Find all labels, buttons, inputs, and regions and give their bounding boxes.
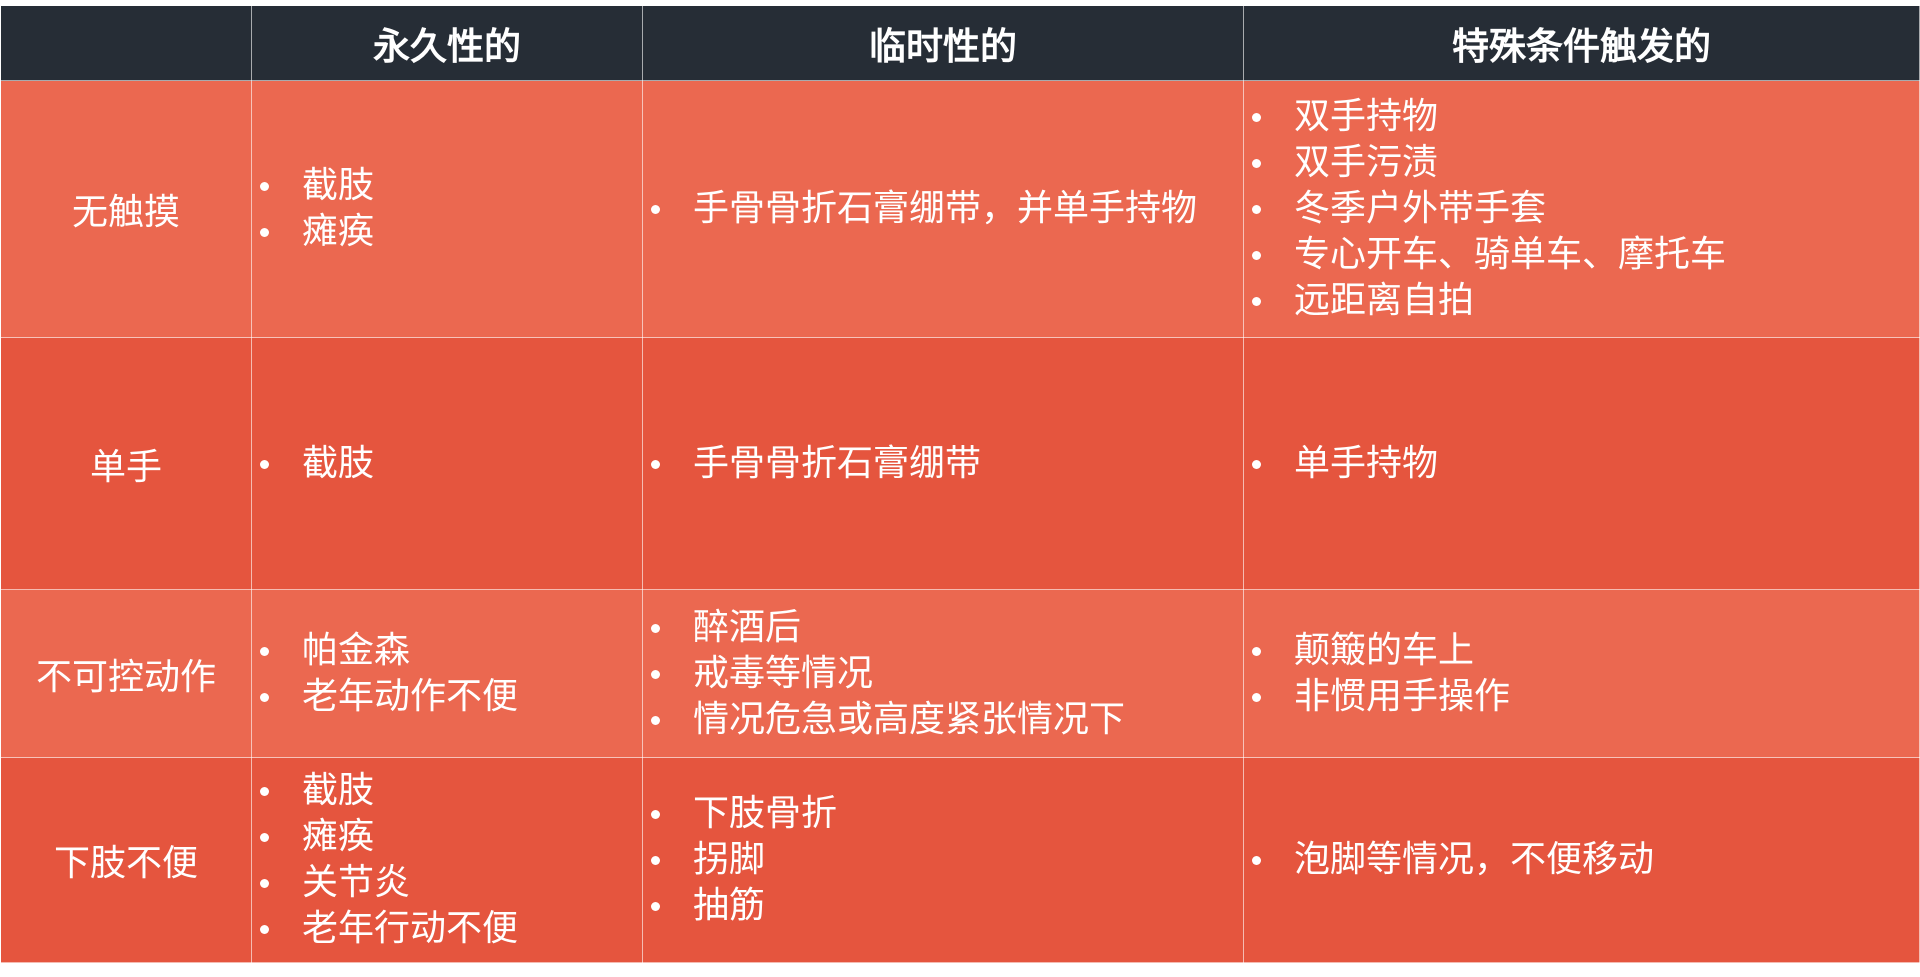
list-item: 抽筋 bbox=[651, 883, 1243, 929]
list-item: 双手污渍 bbox=[1252, 140, 1919, 186]
cell-permanent: 帕金森 老年动作不便 bbox=[251, 589, 643, 758]
cell-situational: 双手持物 双手污渍 冬季户外带手套 专心开车、骑单车、摩托车 远距离自拍 bbox=[1243, 80, 1920, 338]
row-label: 无触摸 bbox=[0, 80, 252, 338]
list-item: 手骨骨折石膏绷带 bbox=[651, 441, 1243, 487]
bullet-list: 双手持物 双手污渍 冬季户外带手套 专心开车、骑单车、摩托车 远距离自拍 bbox=[1244, 94, 1919, 324]
list-item: 双手持物 bbox=[1252, 94, 1919, 140]
cell-situational: 单手持物 bbox=[1243, 337, 1920, 590]
table-row: 不可控动作 帕金森 老年动作不便 醉酒后 戒毒等情况 情况危急或高度紧张情况下 颠簸的车上非… bbox=[0, 589, 1920, 758]
list-item: 老年动作不便 bbox=[260, 674, 642, 720]
bullet-list: 下肢骨折 拐脚 抽筋 bbox=[643, 791, 1243, 929]
bullet-list: 手骨骨折石膏绷带，并单手持物 bbox=[643, 186, 1243, 232]
bullet-list: 泡脚等情况，不便移动 bbox=[1244, 837, 1919, 883]
bullet-list: 单手持物 bbox=[1244, 441, 1919, 487]
header-row: 永久性的 临时性的 特殊条件触发的 bbox=[0, 5, 1920, 81]
list-item: 戒毒等情况 bbox=[651, 651, 1243, 697]
list-item: 手骨骨折石膏绷带，并单手持物 bbox=[651, 186, 1243, 232]
header-situational: 特殊条件触发的 bbox=[1243, 5, 1920, 81]
list-item: 情况危急或高度紧张情况下 bbox=[651, 697, 1243, 743]
bullet-list: 截肢 瘫痪 关节炎 老年行动不便 bbox=[252, 768, 642, 952]
row-label: 下肢不便 bbox=[0, 757, 252, 963]
list-item: 截肢 bbox=[260, 163, 642, 209]
list-item: 拐脚 bbox=[651, 837, 1243, 883]
cell-temporary: 下肢骨折 拐脚 抽筋 bbox=[642, 757, 1244, 963]
row-label: 单手 bbox=[0, 337, 252, 590]
list-item: 截肢 bbox=[260, 768, 642, 814]
table-row: 无触摸 截肢 瘫痪 手骨骨折石膏绷带，并单手持物 双手持物 双手污渍 冬季户外带手套 专心开车… bbox=[0, 80, 1920, 338]
bullet-list: 帕金森 老年动作不便 bbox=[252, 628, 642, 720]
row-label: 不可控动作 bbox=[0, 589, 252, 758]
cell-permanent: 截肢 瘫痪 bbox=[251, 80, 643, 338]
list-item: 醉酒后 bbox=[651, 605, 1243, 651]
bullet-list: 手骨骨折石膏绷带 bbox=[643, 441, 1243, 487]
list-item: 远距离自拍 bbox=[1252, 278, 1919, 324]
cell-permanent: 截肢 瘫痪 关节炎 老年行动不便 bbox=[251, 757, 643, 963]
header-temporary: 临时性的 bbox=[642, 5, 1244, 81]
list-item: 帕金森 bbox=[260, 628, 642, 674]
cell-temporary: 手骨骨折石膏绷带 bbox=[642, 337, 1244, 590]
list-item: 单手持物 bbox=[1252, 441, 1919, 487]
list-item: 截肢 bbox=[260, 441, 642, 487]
bullet-list: 醉酒后 戒毒等情况 情况危急或高度紧张情况下 bbox=[643, 605, 1243, 743]
cell-situational: 颠簸的车上 非惯用手操作 bbox=[1243, 589, 1920, 758]
list-item: 非惯用手操作 bbox=[1252, 674, 1919, 720]
list-item: 关节炎 bbox=[260, 860, 642, 906]
cell-permanent: 截肢 bbox=[251, 337, 643, 590]
bullet-list: 截肢 bbox=[252, 441, 642, 487]
list-item: 老年行动不便 bbox=[260, 906, 642, 952]
list-item: 瘫痪 bbox=[260, 814, 642, 860]
list-item: 下肢骨折 bbox=[651, 791, 1243, 837]
list-item: 瘫痪 bbox=[260, 209, 642, 255]
disability-matrix-table: 永久性的 临时性的 特殊条件触发的 无触摸 截肢 瘫痪 手骨骨折石膏绷带，并单手持物双… bbox=[0, 5, 1920, 963]
list-item: 冬季户外带手套 bbox=[1252, 186, 1919, 232]
header-corner bbox=[0, 5, 252, 81]
bullet-list: 截肢 瘫痪 bbox=[252, 163, 642, 255]
header-permanent: 永久性的 bbox=[251, 5, 643, 81]
cell-temporary: 醉酒后 戒毒等情况 情况危急或高度紧张情况下 bbox=[642, 589, 1244, 758]
table-row: 下肢不便 截肢 瘫痪 关节炎 老年行动不便 下肢骨折 拐脚 抽筋 泡脚等情况，不便移动 bbox=[0, 757, 1920, 963]
list-item: 专心开车、骑单车、摩托车 bbox=[1252, 232, 1919, 278]
table-row: 单手 截肢 手骨骨折石膏绷带 单手持物 bbox=[0, 337, 1920, 590]
list-item: 颠簸的车上 bbox=[1252, 628, 1919, 674]
bullet-list: 颠簸的车上 非惯用手操作 bbox=[1244, 628, 1919, 720]
cell-temporary: 手骨骨折石膏绷带，并单手持物 bbox=[642, 80, 1244, 338]
cell-situational: 泡脚等情况，不便移动 bbox=[1243, 757, 1920, 963]
list-item: 泡脚等情况，不便移动 bbox=[1252, 837, 1919, 883]
